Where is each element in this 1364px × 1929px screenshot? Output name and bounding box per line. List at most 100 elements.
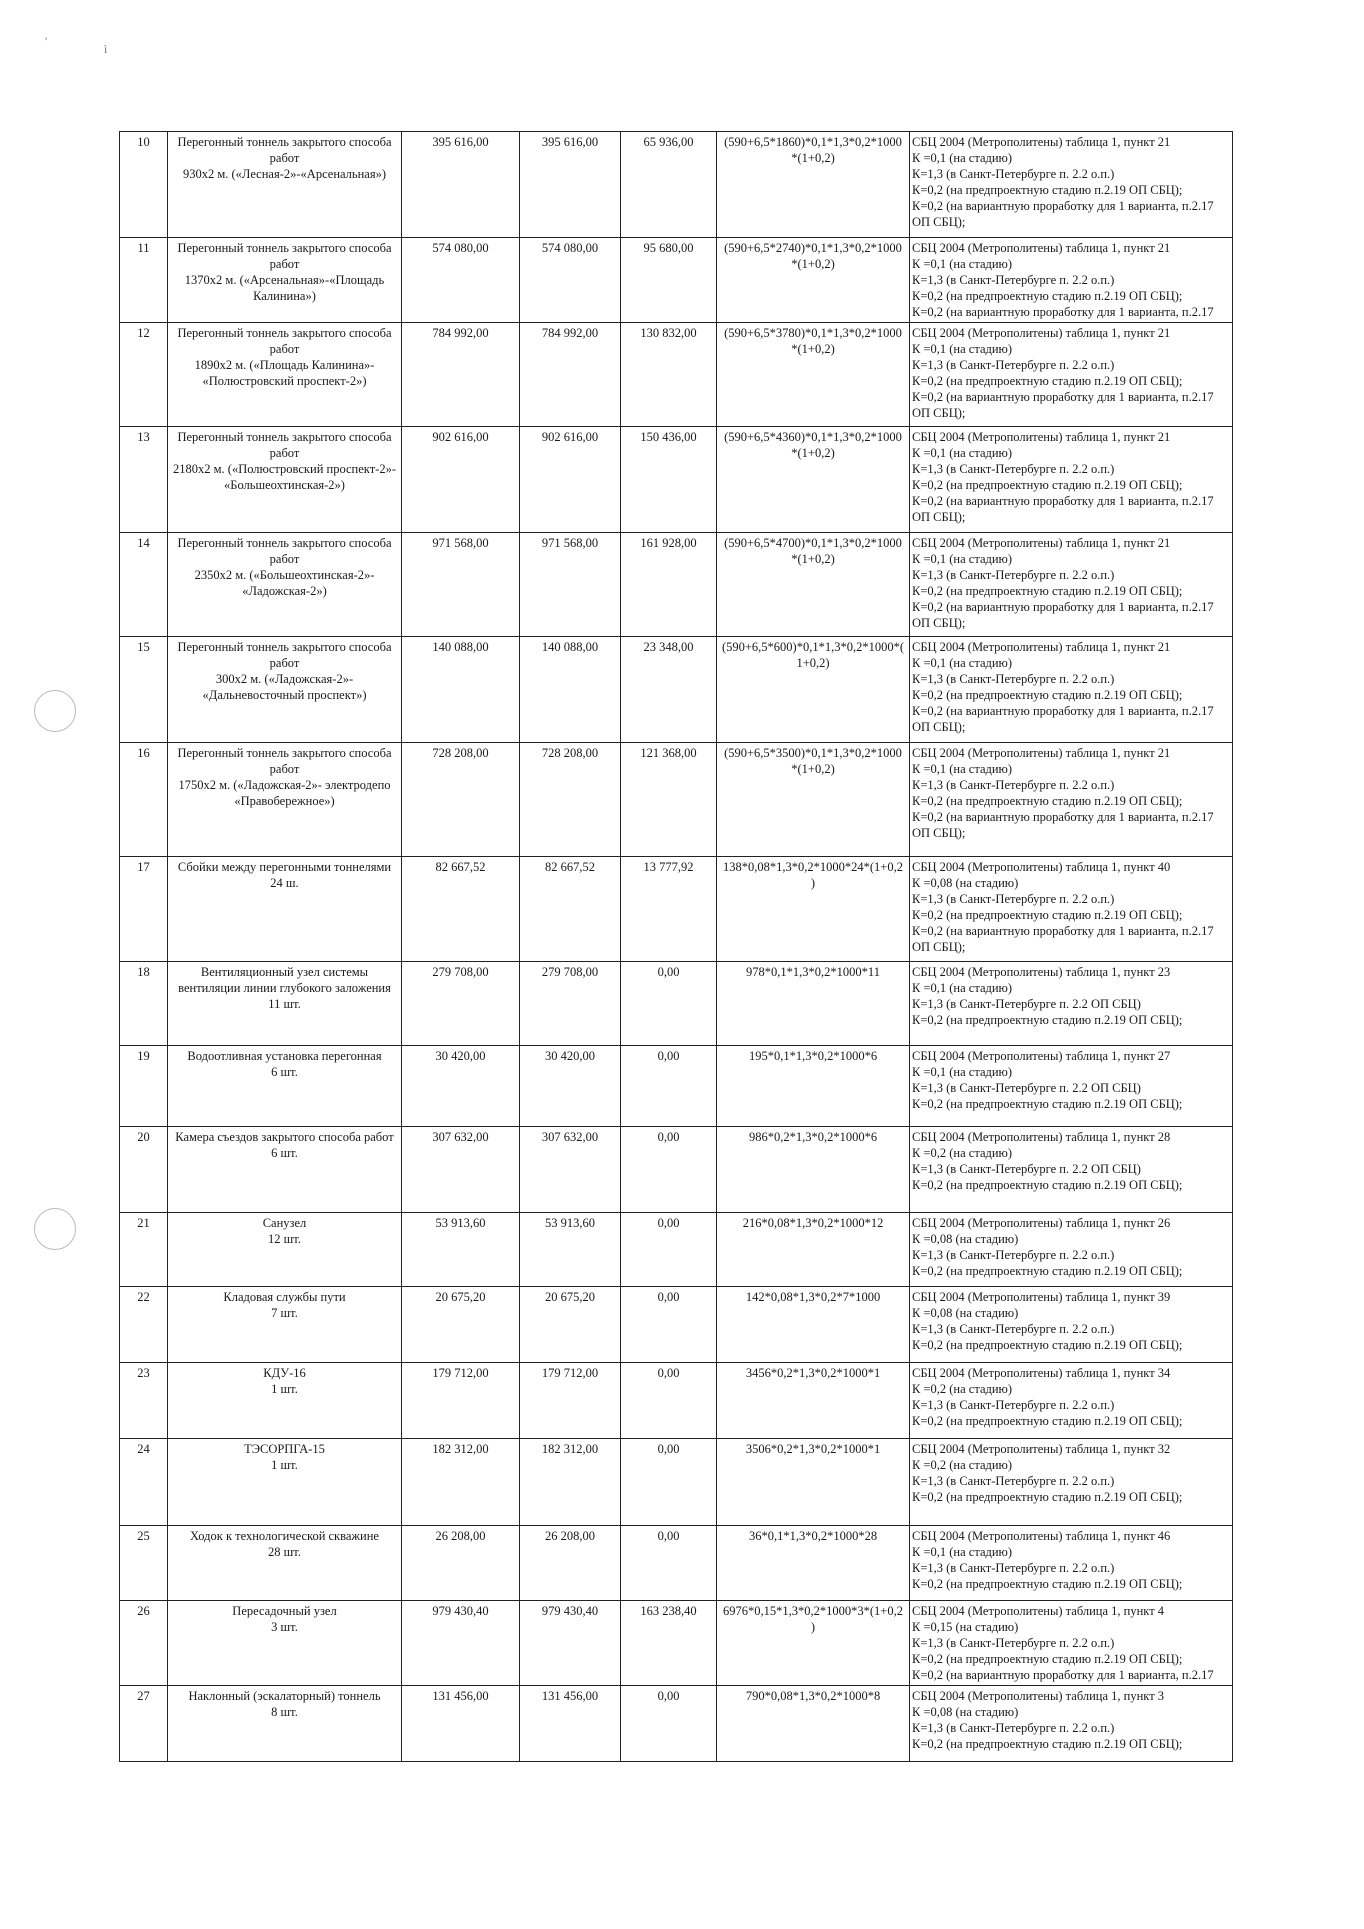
calculation-formula: 216*0,08*1,3*0,2*1000*12 [716,1212,910,1287]
item-name: Водоотливная установка перегонная 6 шт. [167,1045,402,1127]
calculation-basis: СБЦ 2004 (Метрополитены) таблица 1, пунк… [909,1438,1233,1526]
cost-variant-value: 0,00 [620,1438,717,1526]
cost-variant-value: 161 928,00 [620,532,717,637]
item-name: Камера съездов закрытого способа работ 6… [167,1126,402,1213]
cost-value: 279 708,00 [519,961,621,1046]
cost-variant-value: 130 832,00 [620,322,717,427]
item-name: Санузел 12 шт. [167,1212,402,1287]
cost-variant-value: 23 348,00 [620,636,717,743]
cost-variant-value: 163 238,40 [620,1600,717,1686]
calculation-basis: СБЦ 2004 (Метрополитены) таблица 1, пунк… [909,426,1233,533]
item-name: Наклонный (эскалаторный) тоннель 8 шт. [167,1685,402,1762]
table-row: 21 Санузел 12 шт. 53 913,60 53 913,60 0,00 21… [119,1212,1233,1287]
calculation-basis: СБЦ 2004 (Метрополитены) таблица 1, пунк… [909,1685,1233,1762]
cost-variant-value: 0,00 [620,1045,717,1127]
table-row: 16 Перегонный тоннель закрытого способа р… [119,742,1233,857]
calculation-basis: СБЦ 2004 (Метрополитены) таблица 1, пунк… [909,1045,1233,1127]
calculation-basis: СБЦ 2004 (Метрополитены) таблица 1, пунк… [909,961,1233,1046]
table-row: 12 Перегонный тоннель закрытого способа р… [119,322,1233,427]
row-number: 21 [119,1212,168,1287]
calculation-basis: СБЦ 2004 (Метрополитены) таблица 1, пунк… [909,1525,1233,1601]
row-number: 17 [119,856,168,962]
item-name: Перегонный тоннель закрытого способа раб… [167,131,402,238]
calculation-basis: СБЦ 2004 (Метрополитены) таблица 1, пунк… [909,1600,1233,1686]
cost-variant-value: 0,00 [620,1212,717,1287]
item-name: Перегонный тоннель закрытого способа раб… [167,532,402,637]
cost-variant-value: 13 777,92 [620,856,717,962]
item-name: Перегонный тоннель закрытого способа раб… [167,322,402,427]
cost-variant-value: 0,00 [620,1126,717,1213]
row-number: 15 [119,636,168,743]
table-row: 15 Перегонный тоннель закрытого способа р… [119,636,1233,743]
table-row: 14 Перегонный тоннель закрытого способа р… [119,532,1233,637]
cost-value: 131 456,00 [519,1685,621,1762]
calculation-formula: 978*0,1*1,3*0,2*1000*11 [716,961,910,1046]
cost-value: 574 080,00 [401,237,520,323]
item-name: Вентиляционный узел системы вентиляции л… [167,961,402,1046]
row-number: 22 [119,1286,168,1363]
calculation-basis: СБЦ 2004 (Метрополитены) таблица 1, пунк… [909,1126,1233,1213]
calculation-formula: (590+6,5*3780)*0,1*1,3*0,2*1000 *(1+0,2) [716,322,910,427]
item-name: Сбойки между перегонными тоннелями 24 ш. [167,856,402,962]
cost-value: 20 675,20 [519,1286,621,1363]
cost-value: 902 616,00 [401,426,520,533]
item-name: Пересадочный узел 3 шт. [167,1600,402,1686]
calculation-basis: СБЦ 2004 (Метрополитены) таблица 1, пунк… [909,237,1233,323]
calculation-basis: СБЦ 2004 (Метрополитены) таблица 1, пунк… [909,532,1233,637]
cost-value: 979 430,40 [519,1600,621,1686]
cost-value: 140 088,00 [401,636,520,743]
table-row: 19 Водоотливная установка перегонная 6 шт… [119,1045,1233,1127]
cost-value: 279 708,00 [401,961,520,1046]
cost-value: 179 712,00 [519,1362,621,1439]
calculation-basis: СБЦ 2004 (Метрополитены) таблица 1, пунк… [909,131,1233,238]
table-row: 24 ТЭСОРПГА-15 1 шт. 182 312,00 182 312,00 0… [119,1438,1233,1526]
cost-value: 53 913,60 [401,1212,520,1287]
item-name: Перегонный тоннель закрытого способа раб… [167,237,402,323]
calculation-formula: 986*0,2*1,3*0,2*1000*6 [716,1126,910,1213]
cost-value: 902 616,00 [519,426,621,533]
row-number: 18 [119,961,168,1046]
table-row: 20 Камера съездов закрытого способа работ… [119,1126,1233,1213]
punch-hole-mark [34,1208,76,1250]
cost-value: 182 312,00 [519,1438,621,1526]
cost-variant-value: 95 680,00 [620,237,717,323]
cost-value: 307 632,00 [401,1126,520,1213]
row-number: 27 [119,1685,168,1762]
calculation-formula: (590+6,5*600)*0,1*1,3*0,2*1000*( 1+0,2) [716,636,910,743]
item-name: Перегонный тоннель закрытого способа раб… [167,636,402,743]
row-number: 12 [119,322,168,427]
cost-value: 574 080,00 [519,237,621,323]
calculation-basis: СБЦ 2004 (Метрополитены) таблица 1, пунк… [909,322,1233,427]
item-name: Кладовая службы пути 7 шт. [167,1286,402,1363]
calculation-formula: (590+6,5*1860)*0,1*1,3*0,2*1000 *(1+0,2) [716,131,910,238]
item-name: Перегонный тоннель закрытого способа раб… [167,742,402,857]
table-row: 27 Наклонный (эскалаторный) тоннель 8 шт.… [119,1685,1233,1762]
calculation-basis: СБЦ 2004 (Метрополитены) таблица 1, пунк… [909,1362,1233,1439]
cost-value: 182 312,00 [401,1438,520,1526]
cost-value: 784 992,00 [401,322,520,427]
cost-value: 53 913,60 [519,1212,621,1287]
item-name: КДУ-16 1 шт. [167,1362,402,1439]
cost-variant-value: 0,00 [620,1362,717,1439]
table-row: 11 Перегонный тоннель закрытого способа р… [119,237,1233,323]
cost-variant-value: 150 436,00 [620,426,717,533]
cost-value: 26 208,00 [401,1525,520,1601]
cost-estimate-table: 10 Перегонный тоннель закрытого способа р… [119,131,1233,1762]
cost-value: 20 675,20 [401,1286,520,1363]
calculation-formula: 138*0,08*1,3*0,2*1000*24*(1+0,2 ) [716,856,910,962]
table-row: 10 Перегонный тоннель закрытого способа р… [119,131,1233,238]
calculation-formula: 3506*0,2*1,3*0,2*1000*1 [716,1438,910,1526]
table-row: 26 Пересадочный узел 3 шт. 979 430,40 979 4… [119,1600,1233,1686]
table-row: 17 Сбойки между перегонными тоннелями 24 … [119,856,1233,962]
row-number: 23 [119,1362,168,1439]
cost-value: 82 667,52 [519,856,621,962]
item-name: ТЭСОРПГА-15 1 шт. [167,1438,402,1526]
table-row: 25 Ходок к технологической скважине 28 шт… [119,1525,1233,1601]
cost-value: 26 208,00 [519,1525,621,1601]
calculation-formula: (590+6,5*4360)*0,1*1,3*0,2*1000 *(1+0,2) [716,426,910,533]
cost-value: 131 456,00 [401,1685,520,1762]
table-row: 13 Перегонный тоннель закрытого способа р… [119,426,1233,533]
table-row: 23 КДУ-16 1 шт. 179 712,00 179 712,00 0,00 34… [119,1362,1233,1439]
row-number: 16 [119,742,168,857]
calculation-basis: СБЦ 2004 (Метрополитены) таблица 1, пунк… [909,1212,1233,1287]
